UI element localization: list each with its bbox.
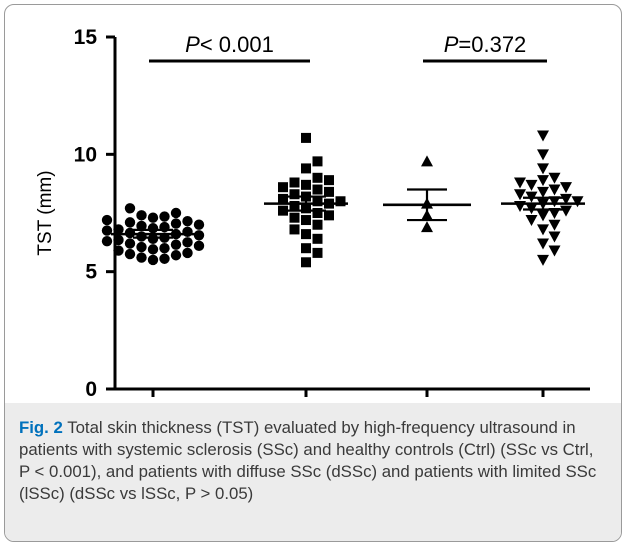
data-point — [113, 245, 124, 256]
data-point — [514, 189, 526, 201]
y-tick-label: 0 — [85, 378, 97, 401]
data-point — [537, 254, 549, 266]
data-point — [301, 215, 311, 226]
data-point — [525, 179, 538, 191]
data-point — [147, 254, 159, 266]
data-point — [289, 224, 300, 235]
data-point — [301, 163, 311, 174]
data-point — [136, 210, 147, 221]
y-axis-label: TST (mm) — [35, 170, 56, 255]
data-point — [170, 218, 182, 229]
data-point — [278, 193, 288, 204]
data-point — [537, 130, 549, 142]
data-point — [548, 184, 561, 196]
data-point — [147, 212, 159, 223]
data-point — [537, 175, 549, 187]
data-point — [560, 182, 572, 194]
data-point — [170, 239, 182, 250]
data-point — [136, 241, 147, 253]
data-point — [182, 247, 193, 259]
data-point — [124, 248, 136, 260]
data-point — [289, 189, 300, 200]
data-point — [159, 253, 170, 264]
data-point — [548, 245, 561, 257]
data-point — [278, 205, 288, 216]
data-point — [537, 149, 549, 161]
data-point — [548, 172, 561, 184]
p-value-label: P< 0.001 — [185, 32, 274, 57]
data-point — [124, 203, 136, 214]
data-point — [301, 229, 311, 240]
data-point — [548, 196, 561, 208]
data-point — [159, 211, 170, 222]
data-point — [136, 220, 147, 232]
significance-annotations: P< 0.001 P=0.372 — [149, 32, 547, 63]
data-point — [537, 186, 549, 198]
y-tick-label: 5 — [85, 261, 97, 284]
data-point — [193, 219, 205, 230]
data-point — [548, 231, 561, 243]
data-point — [548, 208, 561, 219]
caption-label: Fig. 2 — [19, 418, 63, 437]
data-point — [182, 237, 193, 248]
data-point — [312, 208, 323, 218]
data-point — [182, 216, 193, 227]
data-point — [312, 172, 323, 183]
data-point — [560, 205, 572, 217]
data-point — [159, 243, 170, 254]
data-point — [147, 244, 159, 255]
data-point — [301, 132, 311, 143]
data-point — [335, 196, 346, 207]
data-point — [193, 240, 205, 252]
data-point — [324, 210, 334, 221]
data-point — [301, 243, 311, 254]
data-point — [312, 184, 323, 195]
data-point — [312, 233, 323, 244]
data-point — [101, 225, 113, 236]
data-point — [537, 224, 549, 236]
y-tick-label: 10 — [74, 143, 97, 166]
data-point — [421, 221, 433, 233]
data-point — [193, 230, 205, 241]
p-value-label: P=0.372 — [444, 32, 527, 57]
data-point — [312, 156, 323, 167]
data-point — [278, 182, 288, 193]
data-point — [421, 155, 433, 167]
data-point — [170, 207, 182, 219]
data-marks — [101, 130, 585, 268]
figure-caption: Fig. 2 Total skin thickness (TST) evalua… — [5, 403, 621, 541]
data-point — [548, 219, 561, 231]
data-point — [124, 238, 136, 249]
data-point — [312, 196, 323, 207]
data-point — [537, 163, 549, 175]
data-point — [101, 214, 113, 226]
data-point — [170, 250, 182, 261]
data-point — [301, 257, 311, 268]
data-point — [324, 175, 334, 186]
caption-text: Total skin thickness (TST) evaluated by … — [19, 418, 597, 503]
data-point — [101, 235, 113, 247]
data-point — [136, 252, 147, 263]
data-point — [147, 233, 159, 245]
data-point — [525, 215, 538, 227]
data-point — [312, 247, 323, 258]
data-point — [289, 200, 300, 211]
data-point — [124, 217, 136, 228]
data-point — [301, 179, 311, 190]
data-point — [514, 177, 526, 189]
data-point — [324, 186, 334, 197]
data-point — [113, 234, 124, 246]
y-tick-label: 15 — [74, 26, 98, 49]
data-point — [537, 238, 549, 250]
data-point — [537, 210, 549, 222]
data-point — [113, 224, 124, 235]
data-point — [289, 177, 300, 188]
data-point — [312, 219, 323, 230]
data-point — [571, 196, 584, 208]
data-point — [289, 212, 300, 223]
